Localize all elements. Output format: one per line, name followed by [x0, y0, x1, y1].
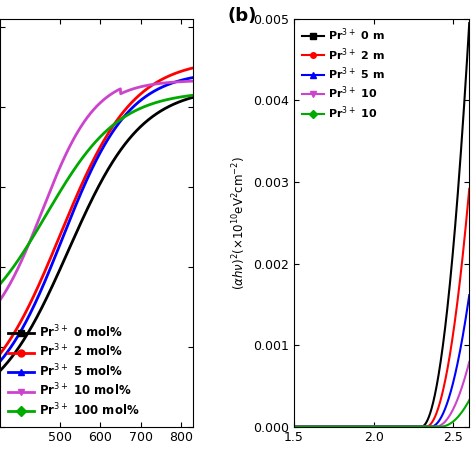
Text: (b): (b) [228, 7, 257, 25]
Legend: Pr$^{3+}$ 0 mol%, Pr$^{3+}$ 2 mol%, Pr$^{3+}$ 5 mol%, Pr$^{3+}$ 10 mol%, Pr$^{3+: Pr$^{3+}$ 0 mol%, Pr$^{3+}$ 2 mol%, Pr$^… [6, 321, 142, 421]
Y-axis label: $(\alpha h\nu)^2$($\times 10^{10}$eV$^2$cm$^{-2}$): $(\alpha h\nu)^2$($\times 10^{10}$eV$^2$… [230, 156, 247, 290]
Legend: Pr$^{3+}$ 0 m, Pr$^{3+}$ 2 m, Pr$^{3+}$ 5 m, Pr$^{3+}$ 10, Pr$^{3+}$ 10: Pr$^{3+}$ 0 m, Pr$^{3+}$ 2 m, Pr$^{3+}$ … [300, 25, 387, 123]
